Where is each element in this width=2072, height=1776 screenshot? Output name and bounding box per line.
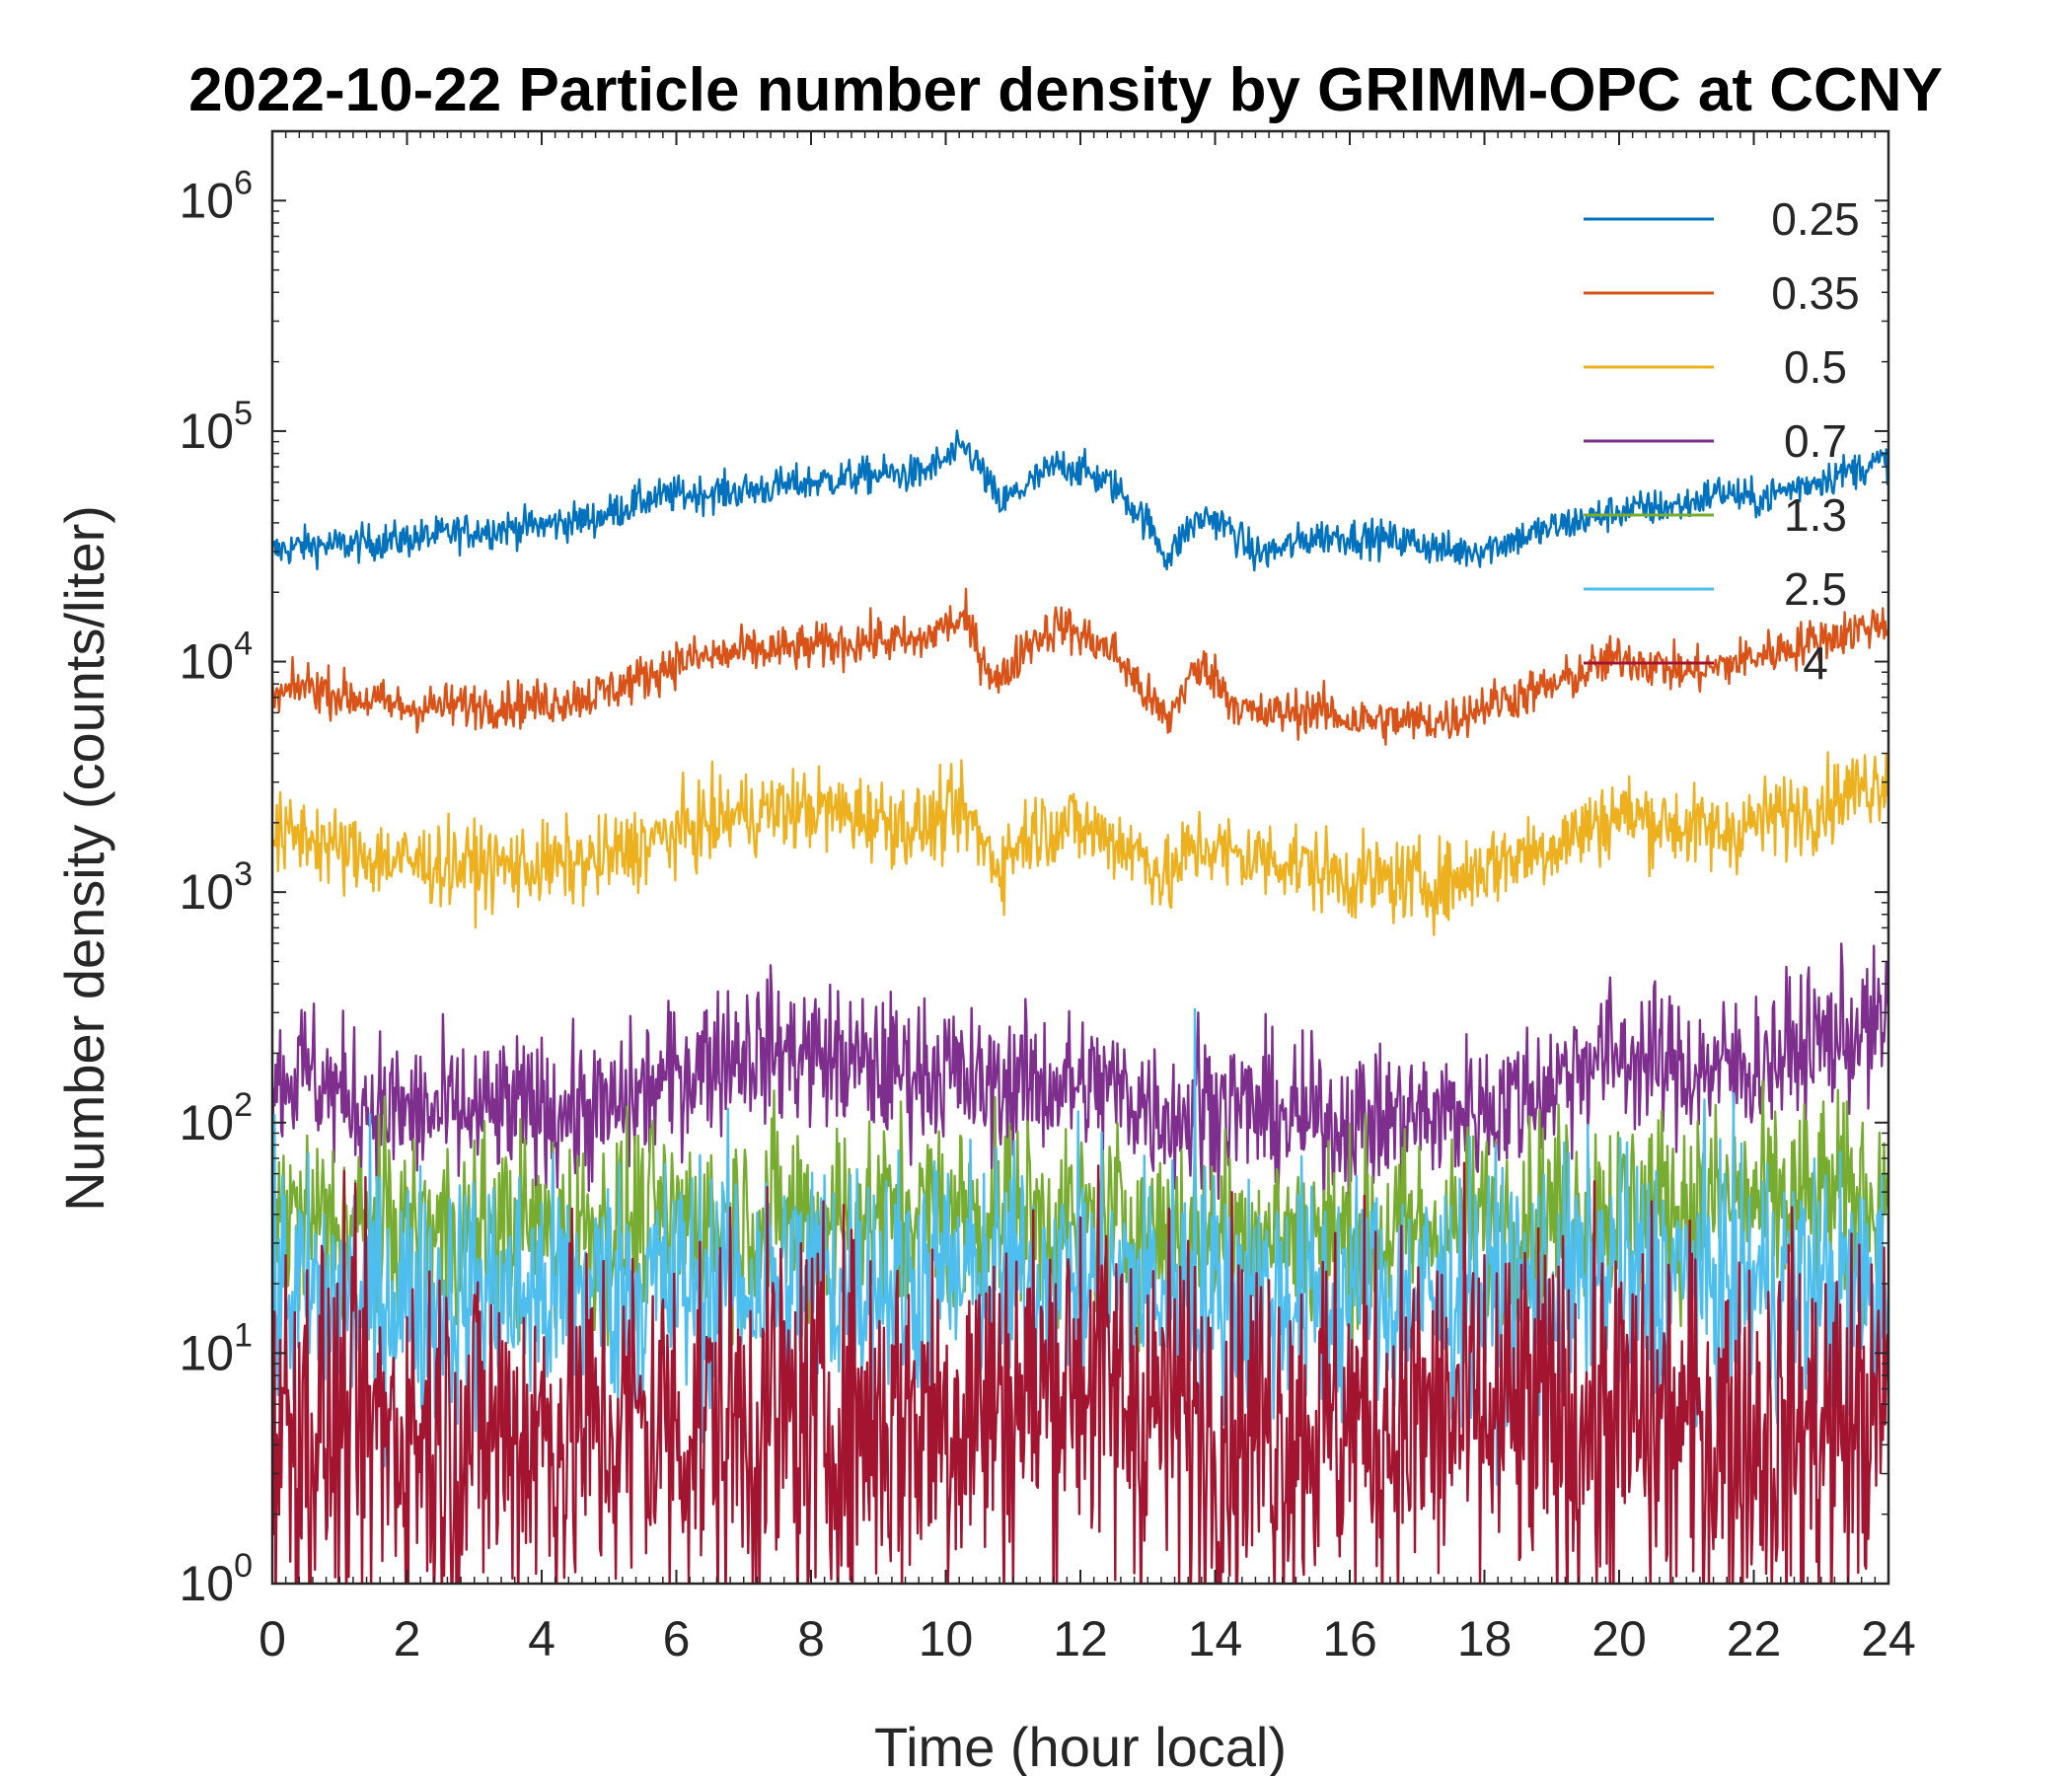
legend: 0.25 0.35 0.5 0.7 1.3 2.5 4 [1584, 193, 1860, 689]
y-tick-label: 105 [179, 395, 253, 459]
legend-label-0.7: 0.7 [1784, 415, 1847, 467]
series-layer [272, 429, 1888, 1584]
x-tick-label: 24 [1861, 1611, 1916, 1666]
chart-title: 2022-10-22 Particle number density by GR… [188, 56, 1943, 124]
legend-label-0.25: 0.25 [1771, 193, 1860, 245]
legend-label-2.5: 2.5 [1784, 563, 1847, 615]
y-axis-label: Number density (counts/liter) [53, 505, 115, 1212]
x-tick-label: 8 [797, 1611, 825, 1666]
axes-layer: 0 2 4 6 8 10 12 14 16 18 20 22 241001011021031041051… [179, 129, 1916, 1666]
y-tick-label: 103 [179, 855, 253, 920]
x-tick-label: 2 [394, 1611, 421, 1666]
y-tick-label: 106 [179, 164, 253, 228]
y-tick-label: 104 [179, 626, 253, 690]
x-tick-label: 16 [1322, 1611, 1377, 1666]
series-line-0.7 [272, 942, 1888, 1220]
x-axis-label: Time (hour local) [874, 1716, 1287, 1776]
x-tick-label: 18 [1457, 1611, 1513, 1666]
legend-label-0.35: 0.35 [1771, 267, 1860, 319]
legend-label-0.5: 0.5 [1784, 341, 1847, 393]
series-line-0.5 [272, 751, 1888, 936]
y-tick-label: 100 [179, 1547, 253, 1611]
x-tick-label: 20 [1591, 1611, 1647, 1666]
y-tick-label: 101 [179, 1316, 253, 1380]
x-tick-label: 12 [1053, 1611, 1108, 1666]
series-line-0.25 [272, 429, 1888, 572]
x-tick-label: 22 [1727, 1611, 1782, 1666]
y-tick-label: 102 [179, 1086, 253, 1150]
x-tick-label: 0 [259, 1611, 286, 1666]
legend-label-1.3: 1.3 [1784, 489, 1847, 541]
x-tick-label: 4 [528, 1611, 555, 1666]
x-tick-label: 14 [1188, 1611, 1243, 1666]
series-line-0.35 [272, 587, 1888, 746]
series-line-4 [272, 1161, 1888, 1584]
x-tick-label: 6 [663, 1611, 691, 1666]
legend-label-4: 4 [1803, 637, 1828, 689]
x-tick-label: 10 [919, 1611, 974, 1666]
